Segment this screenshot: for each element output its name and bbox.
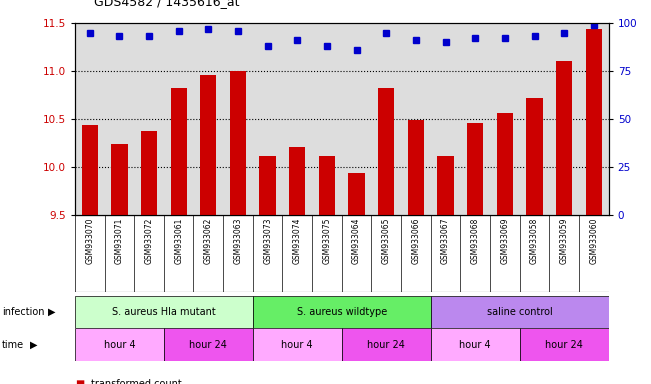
Text: GSM933070: GSM933070 — [85, 217, 94, 264]
Bar — [75, 328, 164, 361]
Bar — [141, 131, 157, 215]
Text: infection: infection — [2, 307, 44, 317]
Bar — [230, 71, 246, 215]
Bar — [556, 61, 572, 215]
Text: GSM933062: GSM933062 — [204, 217, 213, 264]
Bar — [253, 328, 342, 361]
Bar — [260, 157, 276, 215]
Text: GSM933060: GSM933060 — [589, 217, 598, 264]
Text: GSM933073: GSM933073 — [263, 217, 272, 264]
Bar — [378, 88, 395, 215]
Bar — [437, 157, 454, 215]
Bar — [586, 29, 602, 215]
Bar — [200, 75, 217, 215]
Bar — [431, 328, 519, 361]
Text: ▶: ▶ — [30, 339, 38, 350]
Text: GSM933068: GSM933068 — [471, 217, 480, 264]
Bar — [348, 173, 365, 215]
Bar — [519, 328, 609, 361]
Text: GSM933075: GSM933075 — [322, 217, 331, 264]
Text: GDS4582 / 1435616_at: GDS4582 / 1435616_at — [94, 0, 240, 8]
Text: hour 24: hour 24 — [367, 339, 405, 350]
Bar — [81, 125, 98, 215]
Bar — [431, 296, 609, 328]
Bar — [497, 113, 513, 215]
Text: hour 24: hour 24 — [546, 339, 583, 350]
Text: GSM933072: GSM933072 — [145, 217, 154, 264]
Bar — [253, 296, 431, 328]
Text: transformed count: transformed count — [91, 379, 182, 384]
Bar — [75, 296, 253, 328]
Bar — [111, 144, 128, 215]
Bar — [289, 147, 305, 215]
Text: GSM933063: GSM933063 — [234, 217, 242, 264]
Text: S. aureus wildtype: S. aureus wildtype — [297, 307, 387, 317]
Bar — [164, 328, 253, 361]
Bar — [319, 157, 335, 215]
Text: ▶: ▶ — [48, 307, 55, 317]
Bar — [408, 120, 424, 215]
Text: GSM933065: GSM933065 — [381, 217, 391, 264]
Text: hour 4: hour 4 — [460, 339, 491, 350]
Text: GSM933074: GSM933074 — [293, 217, 302, 264]
Text: ■: ■ — [75, 379, 84, 384]
Bar — [527, 98, 543, 215]
Text: GSM933067: GSM933067 — [441, 217, 450, 264]
Bar — [342, 328, 431, 361]
Text: hour 4: hour 4 — [104, 339, 135, 350]
Text: GSM933064: GSM933064 — [352, 217, 361, 264]
Text: S. aureus Hla mutant: S. aureus Hla mutant — [112, 307, 215, 317]
Bar — [171, 88, 187, 215]
Text: time: time — [2, 339, 24, 350]
Text: GSM933059: GSM933059 — [560, 217, 569, 264]
Text: GSM933058: GSM933058 — [530, 217, 539, 264]
Text: GSM933061: GSM933061 — [174, 217, 183, 264]
Text: hour 24: hour 24 — [189, 339, 227, 350]
Text: GSM933071: GSM933071 — [115, 217, 124, 264]
Text: saline control: saline control — [487, 307, 553, 317]
Text: GSM933066: GSM933066 — [411, 217, 421, 264]
Bar — [467, 123, 484, 215]
Text: GSM933069: GSM933069 — [501, 217, 509, 264]
Text: hour 4: hour 4 — [281, 339, 313, 350]
